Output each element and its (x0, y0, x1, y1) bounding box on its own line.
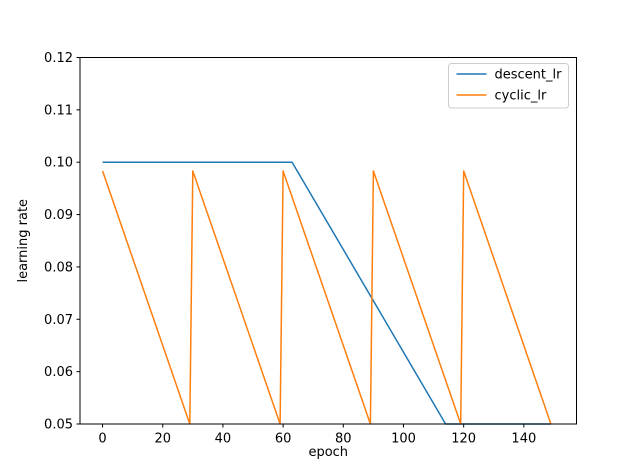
legend-label-descent_lr: descent_lr (495, 68, 563, 83)
y-tick-label: 0.06 (44, 365, 73, 380)
y-tick-label: 0.11 (44, 103, 73, 118)
y-tick-label: 0.12 (44, 51, 73, 66)
x-tick-label: 100 (391, 432, 416, 447)
y-tick-label: 0.10 (44, 156, 73, 171)
x-tick-label: 60 (275, 432, 292, 447)
y-tick-label: 0.07 (44, 313, 73, 328)
series-line-cyclic_lr (101, 170, 552, 425)
x-axis-label: epoch (308, 445, 348, 460)
x-tick-label: 120 (451, 432, 476, 447)
x-tick-label: 80 (335, 432, 352, 447)
y-tick-label: 0.08 (44, 260, 73, 275)
x-tick-label: 140 (511, 432, 536, 447)
x-tick-label: 40 (215, 432, 232, 447)
legend-label-cyclic_lr: cyclic_lr (495, 89, 547, 104)
y-axis-label: learning rate (16, 199, 31, 283)
x-tick-label: 0 (98, 432, 106, 447)
y-tick-label: 0.09 (44, 208, 73, 223)
axes-frame (79, 57, 577, 425)
x-tick-label: 20 (154, 432, 171, 447)
y-tick-label: 0.05 (44, 418, 73, 433)
